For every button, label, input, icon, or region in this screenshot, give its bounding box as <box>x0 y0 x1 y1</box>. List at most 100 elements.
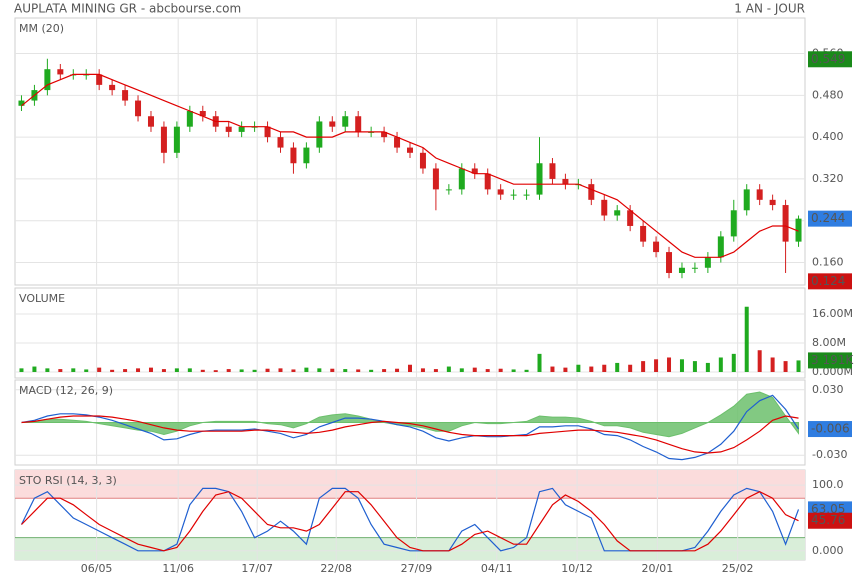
volume-bar <box>511 369 516 372</box>
panel-title: VOLUME <box>19 292 65 305</box>
volume-bar <box>317 368 322 372</box>
overbought-zone <box>15 470 805 499</box>
candle-body <box>458 168 465 190</box>
volume-bar <box>161 369 166 372</box>
candle-body <box>57 69 64 75</box>
candle-body <box>743 189 750 211</box>
candle-body <box>329 121 336 127</box>
volume-bar <box>757 350 762 372</box>
volume-bar <box>770 357 775 372</box>
volume-bar <box>304 367 309 372</box>
macd-line <box>21 415 799 454</box>
volume-bar <box>226 369 231 372</box>
volume-bar <box>356 369 361 372</box>
x-tick-label: 17/07 <box>241 562 273 575</box>
price-marker <box>808 352 852 369</box>
volume-bar <box>654 359 659 372</box>
x-tick-label: 20/01 <box>642 562 674 575</box>
header-title: AUPLATA MINING GR - abcbourse.com <box>14 2 241 16</box>
price-marker <box>808 421 852 438</box>
candle-body <box>691 267 698 269</box>
candle-body <box>199 111 206 117</box>
volume-bar <box>213 370 218 372</box>
candle-body <box>109 84 116 91</box>
x-tick-label: 04/11 <box>481 562 513 575</box>
candle-body <box>18 100 25 106</box>
volume-bar <box>110 369 115 372</box>
volume-bar <box>433 369 438 372</box>
candle-body <box>445 189 452 191</box>
volume-bar <box>408 364 412 372</box>
volume-bar <box>45 368 50 372</box>
volume-bar <box>692 361 697 372</box>
volume-bar <box>446 366 451 372</box>
candle-body <box>316 121 323 148</box>
candle-body <box>653 241 660 253</box>
candle-body <box>769 199 776 206</box>
price-marker-label: 0.124 <box>811 274 845 288</box>
candle-body <box>342 116 349 127</box>
price-marker-label: -0.006 <box>811 422 850 436</box>
volume-bar <box>71 368 76 372</box>
volume-bar <box>136 368 141 372</box>
oversold-zone <box>15 537 805 560</box>
price-marker <box>808 273 852 290</box>
volume-bar <box>369 369 374 372</box>
volume-bar <box>589 366 594 372</box>
y-tick-label: 16.00M <box>812 307 853 320</box>
volume-bar <box>537 353 542 372</box>
volume-bar <box>524 369 529 372</box>
volume-bar <box>200 369 205 372</box>
volume-bar <box>628 364 633 372</box>
volume-bar <box>459 368 464 372</box>
moving-average <box>21 73 799 258</box>
y-tick-label: 0.160 <box>812 256 844 269</box>
y-tick-label: 100.0 <box>812 478 844 491</box>
header-period: 1 AN - JOUR <box>734 2 805 16</box>
volume-bar <box>187 368 192 372</box>
price-marker-label: 3 191K <box>811 353 854 367</box>
candle-body <box>562 178 569 185</box>
candle-body <box>782 205 789 242</box>
candle-body <box>471 168 478 174</box>
candle-body <box>122 90 129 101</box>
volume-bar <box>32 366 37 372</box>
volume-bar <box>97 367 102 372</box>
volume-bar <box>420 368 425 372</box>
volume-bar <box>576 364 581 372</box>
volume-bar <box>239 369 244 372</box>
candle-body <box>225 126 232 132</box>
candle-body <box>704 257 711 268</box>
volume-bar <box>641 361 646 372</box>
volume-bar <box>783 361 788 372</box>
candle-body <box>588 184 595 200</box>
price-marker-label: 45.76 <box>811 513 845 527</box>
candle-body <box>277 137 284 148</box>
volume-bar <box>343 369 348 372</box>
y-tick-label: 0.320 <box>812 172 844 185</box>
candle-body <box>186 111 193 127</box>
volume-bar <box>615 362 620 372</box>
volume-bar <box>796 360 801 372</box>
candle-body <box>510 194 517 196</box>
price-marker-label: 63.05 <box>811 502 845 516</box>
y-tick-label: 0.030 <box>812 383 844 396</box>
volume-bar <box>498 368 503 372</box>
candle-body <box>303 147 310 164</box>
candle-body <box>627 210 634 226</box>
candle-body <box>756 189 763 200</box>
y-tick-label: 0.400 <box>812 130 844 143</box>
candle-body <box>497 189 504 195</box>
volume-bar <box>84 369 89 372</box>
x-tick-label: 11/06 <box>162 562 194 575</box>
candle-body <box>96 74 103 85</box>
candle-body <box>678 267 685 273</box>
volume-bar <box>123 369 128 372</box>
candle-body <box>394 137 401 148</box>
volume-bar <box>705 362 710 372</box>
panel <box>14 287 806 379</box>
panel-title: MACD (12, 26, 9) <box>19 384 113 397</box>
candle-body <box>407 147 413 153</box>
volume-bar <box>667 357 672 372</box>
candle-body <box>795 218 802 242</box>
